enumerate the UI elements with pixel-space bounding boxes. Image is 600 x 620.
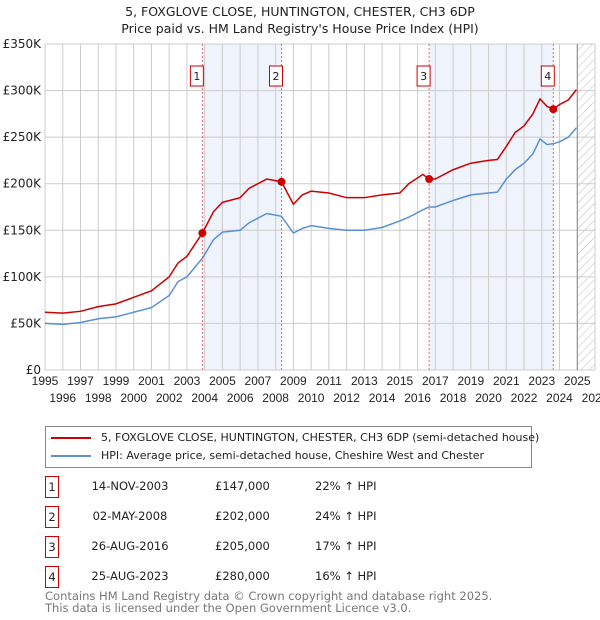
- x-tick-label: 2021: [493, 374, 520, 388]
- transaction-price: £202,000: [215, 509, 270, 523]
- transaction-hpi-diff: 22% ↑ HPI: [315, 479, 377, 493]
- y-tick-label: £250K: [3, 130, 43, 144]
- transaction-hpi-diff: 24% ↑ HPI: [315, 509, 377, 523]
- footer: Contains HM Land Registry data © Crown c…: [45, 590, 492, 614]
- transaction-number: 1: [45, 476, 59, 498]
- legend-label-property: 5, FOXGLOVE CLOSE, HUNTINGTON, CHESTER, …: [101, 431, 540, 444]
- x-tick-label: 2006: [227, 391, 254, 405]
- transaction-hpi-diff: 17% ↑ HPI: [315, 539, 377, 553]
- y-tick-label: £50K: [10, 316, 42, 330]
- sale-label-box: [189, 65, 204, 87]
- sale-label: 1: [193, 70, 200, 83]
- forecast-hatch: [577, 44, 595, 370]
- x-tick-label: 2008: [262, 391, 289, 405]
- x-tick-label: 1995: [32, 374, 59, 388]
- footer-line-2: This data is licensed under the Open Gov…: [45, 601, 412, 615]
- sale-point: [425, 175, 434, 184]
- transaction-number: 2: [45, 506, 59, 528]
- transaction-date: 25-AUG-2023: [91, 569, 169, 583]
- price-chart: 1995 1996 1997 1998 1999 2000 2001 2002 2003 2004…: [3, 37, 600, 405]
- x-tick-label: 2003: [174, 374, 201, 388]
- x-tick-label: 2007: [245, 374, 272, 388]
- shaded-period: [429, 44, 554, 370]
- x-tick-label: 2015: [386, 374, 413, 388]
- transaction-date: 26-AUG-2016: [91, 539, 169, 553]
- transaction-row: 1 14-NOV-2003 £147,000 22% ↑ HPI: [45, 476, 445, 498]
- property-price-line: [44, 89, 577, 314]
- sale-label-box: [269, 65, 283, 87]
- x-tick-label: 2010: [298, 391, 325, 405]
- transaction-date: 14-NOV-2003: [91, 479, 169, 493]
- transaction-number: 4: [45, 566, 59, 588]
- x-tick-label: 2019: [457, 374, 484, 388]
- transaction-price: £147,000: [215, 479, 270, 493]
- y-tick-label: £0: [26, 363, 41, 377]
- x-tick-label: 2026: [582, 391, 600, 405]
- chart-title: 5, FOXGLOVE CLOSE, HUNTINGTON, CHESTER, …: [125, 4, 475, 19]
- x-tick-label: 2016: [404, 391, 431, 405]
- y-tick-label: £100K: [3, 270, 43, 284]
- sale-point: [198, 229, 207, 238]
- legend-swatch-property: [51, 436, 91, 439]
- transaction-number: 3: [45, 536, 59, 558]
- sale-label: 3: [420, 70, 427, 83]
- x-tick-label: 2002: [156, 391, 183, 405]
- sale-label: 4: [544, 70, 551, 83]
- transaction-row: 3 26-AUG-2016 £205,000 17% ↑ HPI: [45, 536, 445, 558]
- legend-item-hpi: HPI: Average price, semi-detached house,…: [46, 449, 484, 462]
- legend-item-property: 5, FOXGLOVE CLOSE, HUNTINGTON, CHESTER, …: [46, 431, 539, 444]
- x-tick-label: 2004: [191, 391, 218, 405]
- y-tick-label: £300K: [3, 84, 43, 98]
- hpi-line: [44, 127, 577, 326]
- x-tick-label: 2001: [138, 374, 165, 388]
- x-tick-label: 2013: [351, 374, 378, 388]
- x-tick-label: 2011: [316, 374, 342, 388]
- sale-point: [277, 177, 286, 186]
- x-tick-label: 2023: [528, 374, 555, 388]
- shaded-period: [202, 44, 282, 370]
- chart-subtitle: Price paid vs. HM Land Registry's House …: [121, 21, 479, 36]
- transaction-hpi-diff: 16% ↑ HPI: [315, 569, 377, 583]
- transaction-row: 4 25-AUG-2023 £280,000 16% ↑ HPI: [45, 566, 445, 588]
- footer-line-1: Contains HM Land Registry data © Crown c…: [45, 589, 493, 603]
- x-tick-label: 2020: [475, 391, 502, 405]
- x-tick-label: 1996: [49, 391, 76, 405]
- x-tick-label: 2000: [120, 391, 147, 405]
- sale-label-box: [540, 65, 555, 87]
- x-tick-label: 2005: [209, 374, 236, 388]
- legend-swatch-hpi: [51, 454, 91, 457]
- x-tick-label: 2017: [422, 374, 449, 388]
- x-tick-label: 1998: [85, 391, 112, 405]
- x-tick-label: 2009: [280, 374, 307, 388]
- y-tick-label: £350K: [3, 37, 43, 51]
- sale-point: [549, 105, 558, 114]
- transaction-price: £205,000: [215, 539, 270, 553]
- x-tick-label: 2025: [564, 374, 591, 388]
- transaction-price: £280,000: [215, 569, 270, 583]
- x-tick-label: 2024: [546, 391, 573, 405]
- x-tick-label: 2018: [440, 391, 467, 405]
- sale-label-box: [416, 65, 431, 87]
- legend-label-hpi: HPI: Average price, semi-detached house,…: [101, 449, 485, 462]
- legend: 5, FOXGLOVE CLOSE, HUNTINGTON, CHESTER, …: [45, 426, 539, 468]
- transaction-row: 2 02-MAY-2008 £202,000 24% ↑ HPI: [45, 506, 445, 528]
- transaction-date: 02-MAY-2008: [92, 509, 168, 523]
- x-tick-label: 2022: [511, 391, 538, 405]
- x-tick-label: 1997: [67, 374, 94, 388]
- x-tick-label: 2014: [369, 391, 396, 405]
- y-tick-label: £200K: [3, 177, 43, 191]
- x-tick-label: 2012: [333, 391, 360, 405]
- x-tick-label: 1999: [103, 374, 130, 388]
- y-tick-label: £150K: [3, 223, 43, 237]
- sale-label: 2: [273, 70, 280, 83]
